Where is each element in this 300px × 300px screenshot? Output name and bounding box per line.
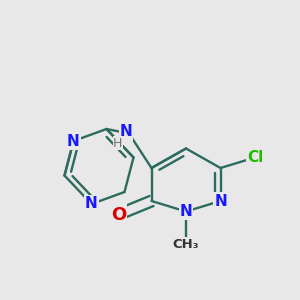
Text: CH₃: CH₃: [173, 238, 199, 251]
Text: N: N: [180, 204, 192, 219]
Text: N: N: [85, 196, 98, 211]
Text: O: O: [111, 206, 126, 224]
Text: N: N: [67, 134, 80, 148]
Text: H: H: [113, 136, 122, 150]
Text: Cl: Cl: [247, 150, 263, 165]
Text: N: N: [214, 194, 227, 208]
Text: N: N: [120, 124, 132, 140]
